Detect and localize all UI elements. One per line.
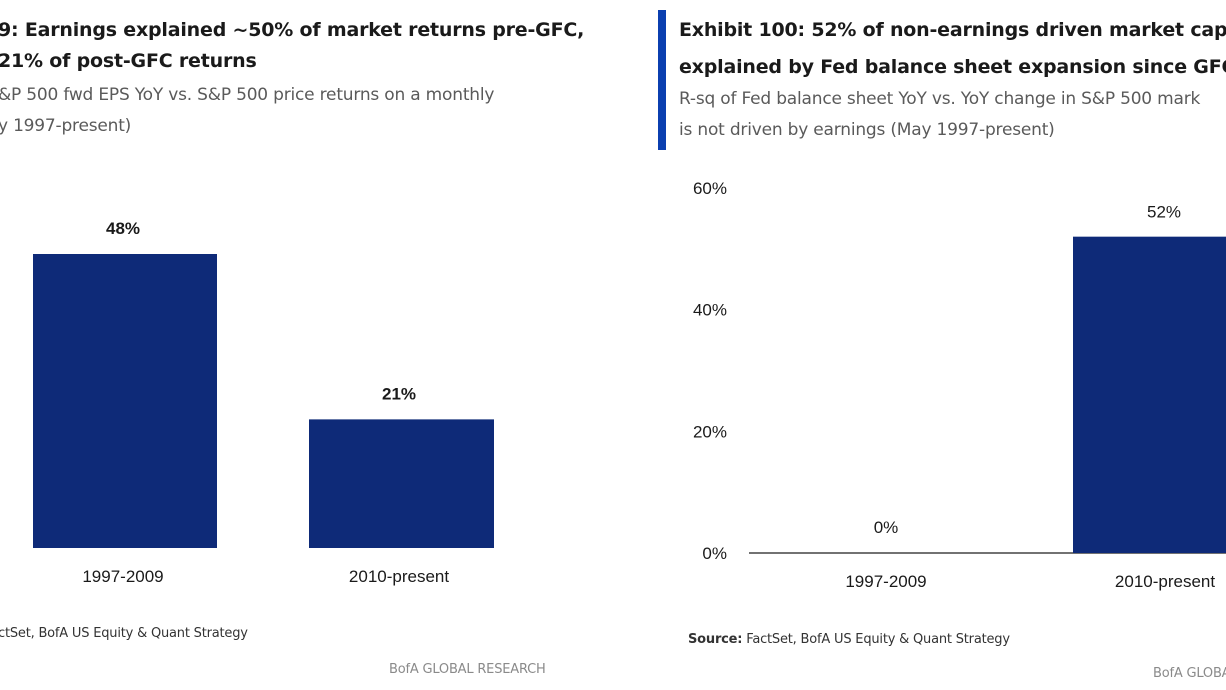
left-footer-brand: BofA GLOBAL RESEARCH [389, 662, 546, 677]
left-exhibit-panel: 9: Earnings explained ~50% of market ret… [0, 0, 600, 690]
data-label: 0% [874, 518, 899, 537]
left-bar-chart: 48% 1997-2009 21% 2010-present [33, 219, 494, 586]
y-tick-label: 40% [693, 301, 727, 320]
right-subtitle-line2: is not driven by earnings (May 1997-pres… [679, 120, 1055, 140]
left-title-line1: 9: Earnings explained ~50% of market ret… [0, 19, 585, 41]
y-tick-label: 0% [702, 544, 727, 563]
left-title-line2: 21% of post-GFC returns [0, 50, 257, 72]
left-subtitle-line2: y 1997-present) [0, 116, 132, 136]
right-title-line2: explained by Fed balance sheet expansion… [679, 56, 1226, 78]
data-label: 21% [382, 384, 416, 403]
bar-2010-present [309, 419, 494, 548]
right-exhibit-panel: Exhibit 100: 52% of non-earnings driven … [655, 0, 1226, 690]
right-source-text: FactSet, BofA US Equity & Quant Strategy [742, 632, 1010, 647]
x-tick-label: 2010-present [349, 567, 449, 586]
data-label: 52% [1147, 203, 1181, 222]
left-subtitle-line1: &P 500 fwd EPS YoY vs. S&P 500 price ret… [0, 85, 495, 105]
accent-bar [658, 10, 666, 150]
right-source-label: Source: [688, 632, 743, 647]
right-subtitle-line1: R-sq of Fed balance sheet YoY vs. YoY ch… [679, 89, 1201, 109]
x-tick-label: 1997-2009 [82, 567, 163, 586]
y-tick-label: 20% [693, 422, 727, 441]
x-tick-label: 2010-present [1115, 572, 1215, 591]
bar-2010-present [1073, 236, 1226, 553]
right-bar-chart: 0% 20% 40% 60% 0% 1997-2009 52% 2010-present [693, 179, 1226, 591]
data-label: 48% [106, 219, 140, 238]
y-tick-label: 60% [693, 179, 727, 198]
right-title-line1: Exhibit 100: 52% of non-earnings driven … [679, 19, 1226, 41]
left-source-note: ctSet, BofA US Equity & Quant Strategy [0, 626, 248, 641]
x-tick-label: 1997-2009 [845, 572, 926, 591]
right-footer-brand: BofA GLOBA [1153, 666, 1226, 681]
bar-1997-2009 [33, 254, 217, 548]
right-source-note: Source: FactSet, BofA US Equity & Quant … [688, 632, 1010, 647]
